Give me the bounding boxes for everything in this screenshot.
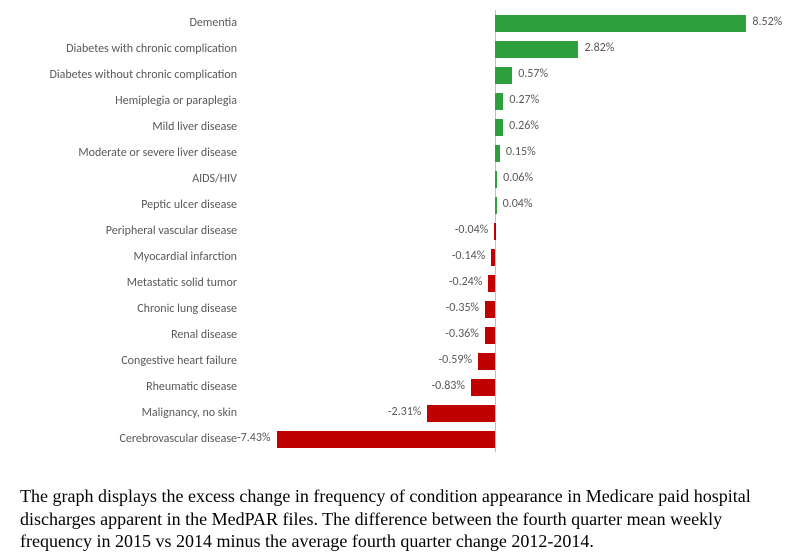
- chart-row: Renal disease -0.36%: [10, 322, 790, 348]
- plot-cell: 0.06%: [245, 166, 790, 192]
- category-label: Peripheral vascular disease: [10, 224, 245, 238]
- value-label: 0.26%: [509, 119, 539, 133]
- category-label: Moderate or severe liver disease: [10, 146, 245, 160]
- zero-axis: [495, 374, 496, 400]
- category-label: Congestive heart failure: [10, 354, 245, 368]
- bar: [495, 119, 503, 136]
- plot-cell: -2.31%: [245, 400, 790, 426]
- category-label: Hemiplegia or paraplegia: [10, 94, 245, 108]
- value-label: -0.36%: [445, 327, 479, 341]
- bar-chart: Dementia 8.52% Diabetes with chronic compl…: [10, 10, 790, 470]
- value-label: 0.06%: [503, 171, 533, 185]
- chart-row: Diabetes with chronic complication 2.82%: [10, 36, 790, 62]
- bar: [427, 405, 495, 422]
- chart-row: Myocardial infarction -0.14%: [10, 244, 790, 270]
- category-label: Myocardial infarction: [10, 250, 245, 264]
- bar: [495, 15, 746, 32]
- zero-axis: [495, 426, 496, 452]
- plot-cell: 2.82%: [245, 36, 790, 62]
- value-label: 0.27%: [509, 93, 539, 107]
- chart-row: Peptic ulcer disease 0.04%: [10, 192, 790, 218]
- plot-cell: -0.36%: [245, 322, 790, 348]
- value-label: -0.35%: [446, 301, 480, 315]
- bar: [495, 93, 503, 110]
- plot-cell: 0.57%: [245, 62, 790, 88]
- plot-cell: -0.59%: [245, 348, 790, 374]
- bar: [478, 353, 495, 370]
- chart-row: Metastatic solid tumor -0.24%: [10, 270, 790, 296]
- category-label: Dementia: [10, 16, 245, 30]
- chart-row: Hemiplegia or paraplegia 0.27%: [10, 88, 790, 114]
- plot-cell: -0.14%: [245, 244, 790, 270]
- plot-cell: 0.15%: [245, 140, 790, 166]
- value-label: -0.14%: [452, 249, 486, 263]
- category-label: Malignancy, no skin: [10, 406, 245, 420]
- zero-axis: [495, 244, 496, 270]
- value-label: -7.43%: [237, 431, 271, 445]
- bar: [485, 301, 495, 318]
- bar: [495, 67, 512, 84]
- chart-row: Mild liver disease 0.26%: [10, 114, 790, 140]
- bar: [471, 379, 495, 396]
- chart-row: AIDS/HIV 0.06%: [10, 166, 790, 192]
- value-label: -0.83%: [431, 379, 465, 393]
- category-label: Metastatic solid tumor: [10, 276, 245, 290]
- plot-cell: 0.27%: [245, 88, 790, 114]
- value-label: -2.31%: [388, 405, 422, 419]
- bar: [495, 145, 499, 162]
- chart-row: Rheumatic disease -0.83%: [10, 374, 790, 400]
- category-label: Cerebrovascular disease: [10, 432, 245, 446]
- zero-axis: [495, 322, 496, 348]
- category-label: Chronic lung disease: [10, 302, 245, 316]
- plot-cell: -0.35%: [245, 296, 790, 322]
- value-label: 0.04%: [503, 197, 533, 211]
- value-label: 2.82%: [584, 41, 614, 55]
- chart-caption: The graph displays the excess change in …: [20, 485, 780, 553]
- chart-row: Dementia 8.52%: [10, 10, 790, 36]
- chart-row: Diabetes without chronic complication 0.5…: [10, 62, 790, 88]
- category-label: Peptic ulcer disease: [10, 198, 245, 212]
- bar: [495, 41, 578, 58]
- plot-cell: -0.04%: [245, 218, 790, 244]
- value-label: -0.04%: [455, 223, 489, 237]
- value-label: -0.24%: [449, 275, 483, 289]
- chart-row: Peripheral vascular disease -0.04%: [10, 218, 790, 244]
- chart-row: Cerebrovascular disease-7.43%: [10, 426, 790, 452]
- category-label: Diabetes with chronic complication: [10, 42, 245, 56]
- bar: [495, 171, 497, 188]
- category-label: AIDS/HIV: [10, 172, 245, 186]
- category-label: Mild liver disease: [10, 120, 245, 134]
- category-label: Rheumatic disease: [10, 380, 245, 394]
- plot-cell: -0.24%: [245, 270, 790, 296]
- bar: [494, 223, 496, 240]
- plot-cell: 0.26%: [245, 114, 790, 140]
- value-label: 0.15%: [506, 145, 536, 159]
- value-label: 0.57%: [518, 67, 548, 81]
- chart-row: Congestive heart failure -0.59%: [10, 348, 790, 374]
- chart-row: Malignancy, no skin -2.31%: [10, 400, 790, 426]
- zero-axis: [495, 348, 496, 374]
- zero-axis: [495, 270, 496, 296]
- bar: [495, 197, 497, 214]
- category-label: Renal disease: [10, 328, 245, 342]
- bar: [491, 249, 495, 266]
- plot-cell: 0.04%: [245, 192, 790, 218]
- chart-row: Chronic lung disease -0.35%: [10, 296, 790, 322]
- plot-cell: -0.83%: [245, 374, 790, 400]
- value-label: -0.59%: [439, 353, 473, 367]
- bar: [277, 431, 496, 448]
- bar: [485, 327, 496, 344]
- zero-axis: [495, 400, 496, 426]
- value-label: 8.52%: [752, 15, 782, 29]
- bar: [488, 275, 495, 292]
- plot-cell: -7.43%: [245, 426, 790, 452]
- category-label: Diabetes without chronic complication: [10, 68, 245, 82]
- chart-row: Moderate or severe liver disease 0.15%: [10, 140, 790, 166]
- zero-axis: [495, 296, 496, 322]
- plot-cell: 8.52%: [245, 10, 790, 36]
